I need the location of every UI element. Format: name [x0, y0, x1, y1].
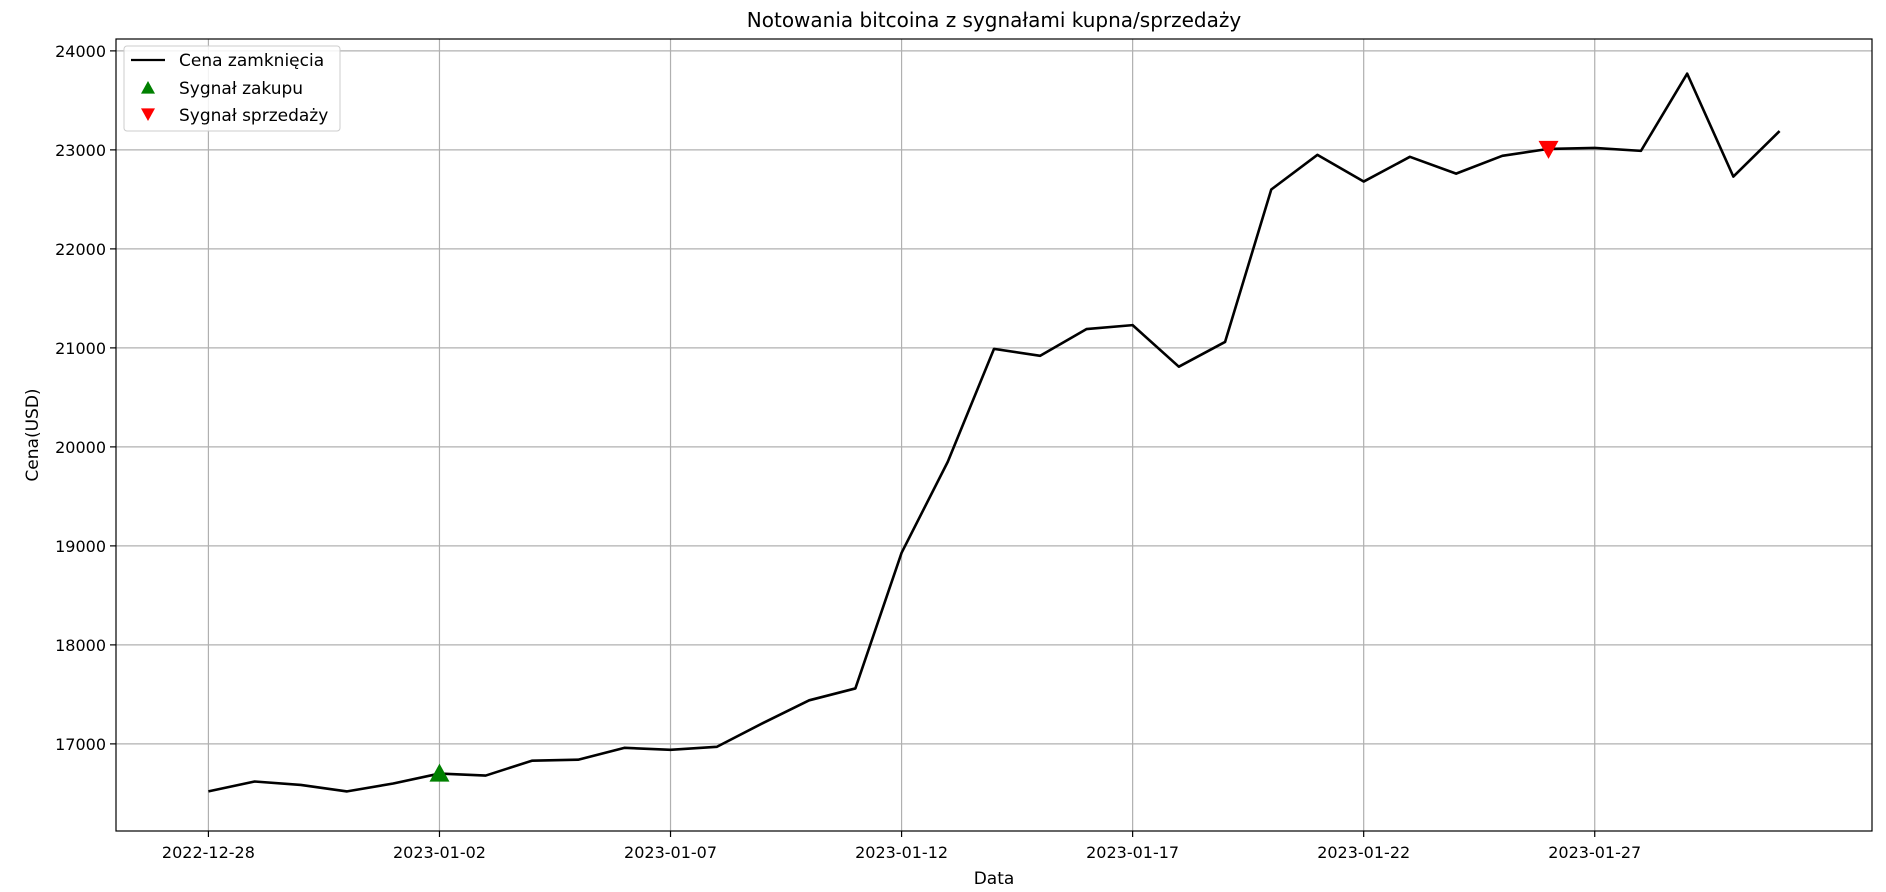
y-tick-label: 19000: [55, 537, 106, 556]
signal-markers: [429, 140, 1559, 782]
legend-label-buy-signal: Sygnał zakupu: [179, 79, 303, 99]
y-tick-label: 22000: [55, 240, 106, 259]
y-tick-label: 24000: [55, 42, 106, 61]
x-tick-label: 2022-12-28: [162, 843, 255, 862]
sell-signal-marker: [1538, 140, 1559, 159]
x-tick-label: 2023-01-22: [1317, 843, 1410, 862]
x-tick-label: 2023-01-17: [1086, 843, 1179, 862]
legend-buy-marker: [141, 81, 155, 94]
x-axis-ticks: 2022-12-28 2023-01-02 2023-01-07 2023-01-12…: [162, 831, 1641, 862]
plot-frame: [115, 38, 1873, 832]
legend-label-close-price: Cena zamknięcia: [179, 51, 324, 71]
y-axis-ticks: 17000 18000 19000 20000 21000 22000 23000 24000: [55, 42, 116, 754]
x-tick-label: 2023-01-27: [1548, 843, 1641, 862]
y-tick-label: 17000: [55, 735, 106, 754]
x-tick-label: 2023-01-02: [393, 843, 486, 862]
series-line-close-price: [208, 72, 1781, 793]
series-layer: [208, 72, 1781, 793]
buy-signal-marker: [429, 763, 450, 782]
x-tick-label: 2023-01-07: [624, 843, 717, 862]
y-tick-label: 23000: [55, 141, 106, 160]
y-tick-label: 21000: [55, 339, 106, 358]
x-axis-title: Data: [974, 869, 1015, 889]
legend: Cena zamknięcia Sygnał zakupu Sygnał spr…: [123, 45, 341, 132]
chart-title: Notowania bitcoina z sygnałami kupna/spr…: [747, 8, 1242, 32]
x-tick-label: 2023-01-12: [855, 843, 948, 862]
legend-sell-marker: [141, 108, 155, 121]
y-tick-label: 20000: [55, 438, 106, 457]
legend-box: [123, 45, 341, 132]
y-axis-title: Cena(USD): [23, 388, 43, 481]
legend-label-sell-signal: Sygnał sprzedaży: [179, 106, 328, 126]
y-tick-label: 18000: [55, 636, 106, 655]
grid: [116, 39, 1872, 831]
